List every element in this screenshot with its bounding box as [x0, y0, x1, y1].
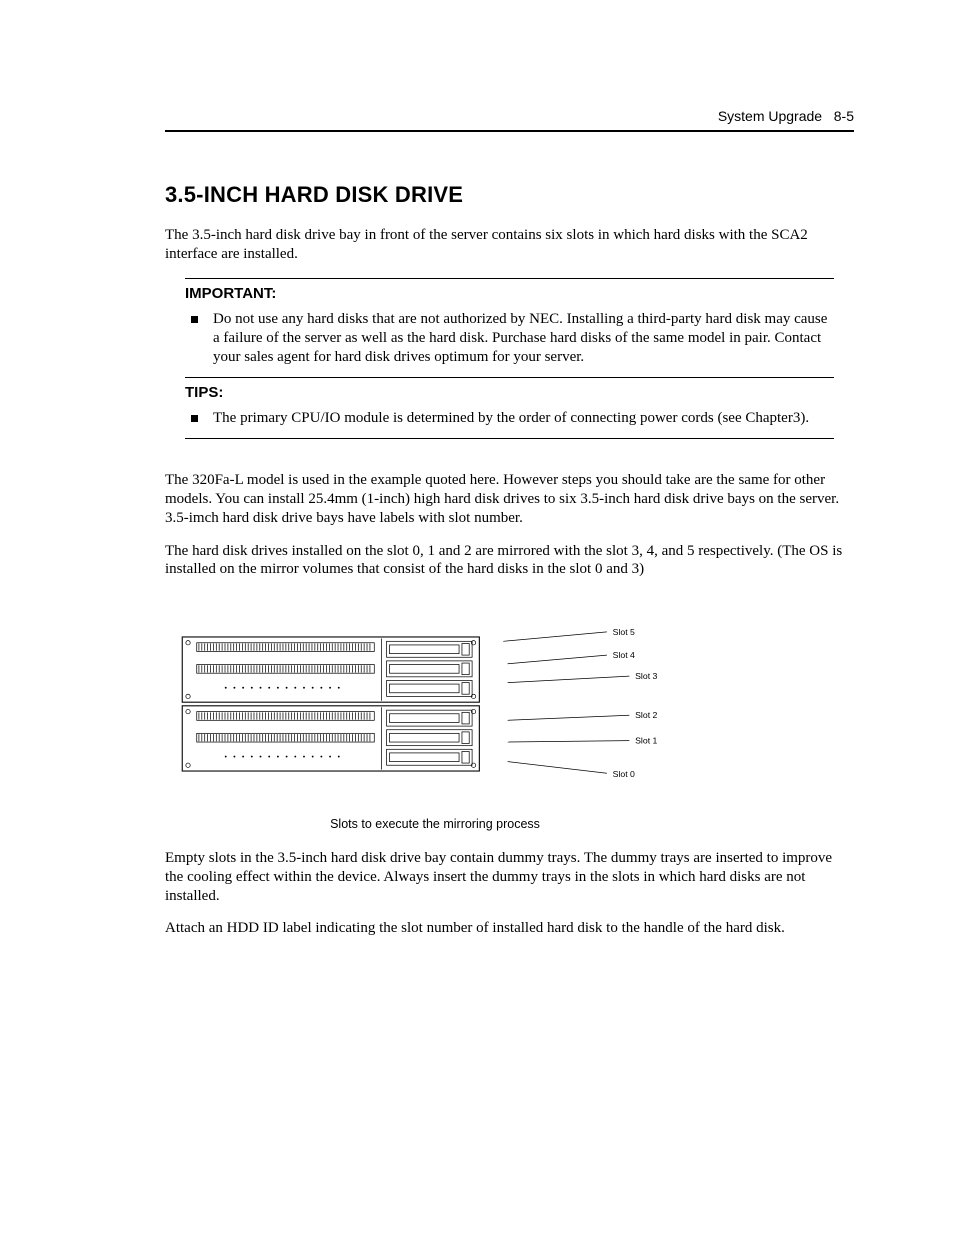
important-block: IMPORTANT: Do not use any hard disks tha… [185, 278, 834, 440]
slot-label: Slot 4 [613, 650, 635, 660]
server-diagram: Slot 5 Slot 4 Slot 3 Slot 2 Slot 1 Slot 0 [175, 599, 675, 809]
tips-item: The primary CPU/IO module is determined … [185, 409, 834, 428]
chapter-name: System Upgrade [718, 108, 822, 124]
page: System Upgrade 8-5 3.5-INCH HARD DISK DR… [0, 0, 954, 1235]
slot-label: Slot 0 [613, 769, 635, 779]
important-list: Do not use any hard disks that are not a… [185, 310, 834, 368]
important-item: Do not use any hard disks that are not a… [185, 310, 834, 368]
slot-label: Slot 5 [613, 627, 635, 637]
mirror-paragraph: The hard disk drives installed on the sl… [165, 542, 854, 580]
figure-caption: Slots to execute the mirroring process [225, 817, 645, 831]
header-rule [165, 130, 854, 132]
section-title: 3.5-INCH HARD DISK DRIVE [165, 182, 854, 208]
hdd-label-paragraph: Attach an HDD ID label indicating the sl… [165, 919, 854, 938]
tips-heading: TIPS: [185, 384, 834, 401]
important-heading: IMPORTANT: [185, 285, 834, 302]
figure: Slot 5 Slot 4 Slot 3 Slot 2 Slot 1 Slot 0 Slo… [165, 599, 854, 831]
important-rule-top [185, 278, 834, 279]
slot-label: Slot 2 [635, 710, 657, 720]
slot-label: Slot 1 [635, 735, 657, 745]
intro-paragraph: The 3.5-inch hard disk drive bay in fron… [165, 226, 854, 264]
page-number: 8-5 [834, 108, 854, 124]
dummy-tray-paragraph: Empty slots in the 3.5-inch hard disk dr… [165, 849, 854, 905]
tips-list: The primary CPU/IO module is determined … [185, 409, 834, 428]
tips-rule-bottom [185, 438, 834, 439]
slot-label: Slot 3 [635, 671, 657, 681]
running-header: System Upgrade 8-5 [165, 108, 854, 124]
model-paragraph: The 320Fa-L model is used in the example… [165, 471, 854, 527]
important-rule-bottom [185, 377, 834, 378]
